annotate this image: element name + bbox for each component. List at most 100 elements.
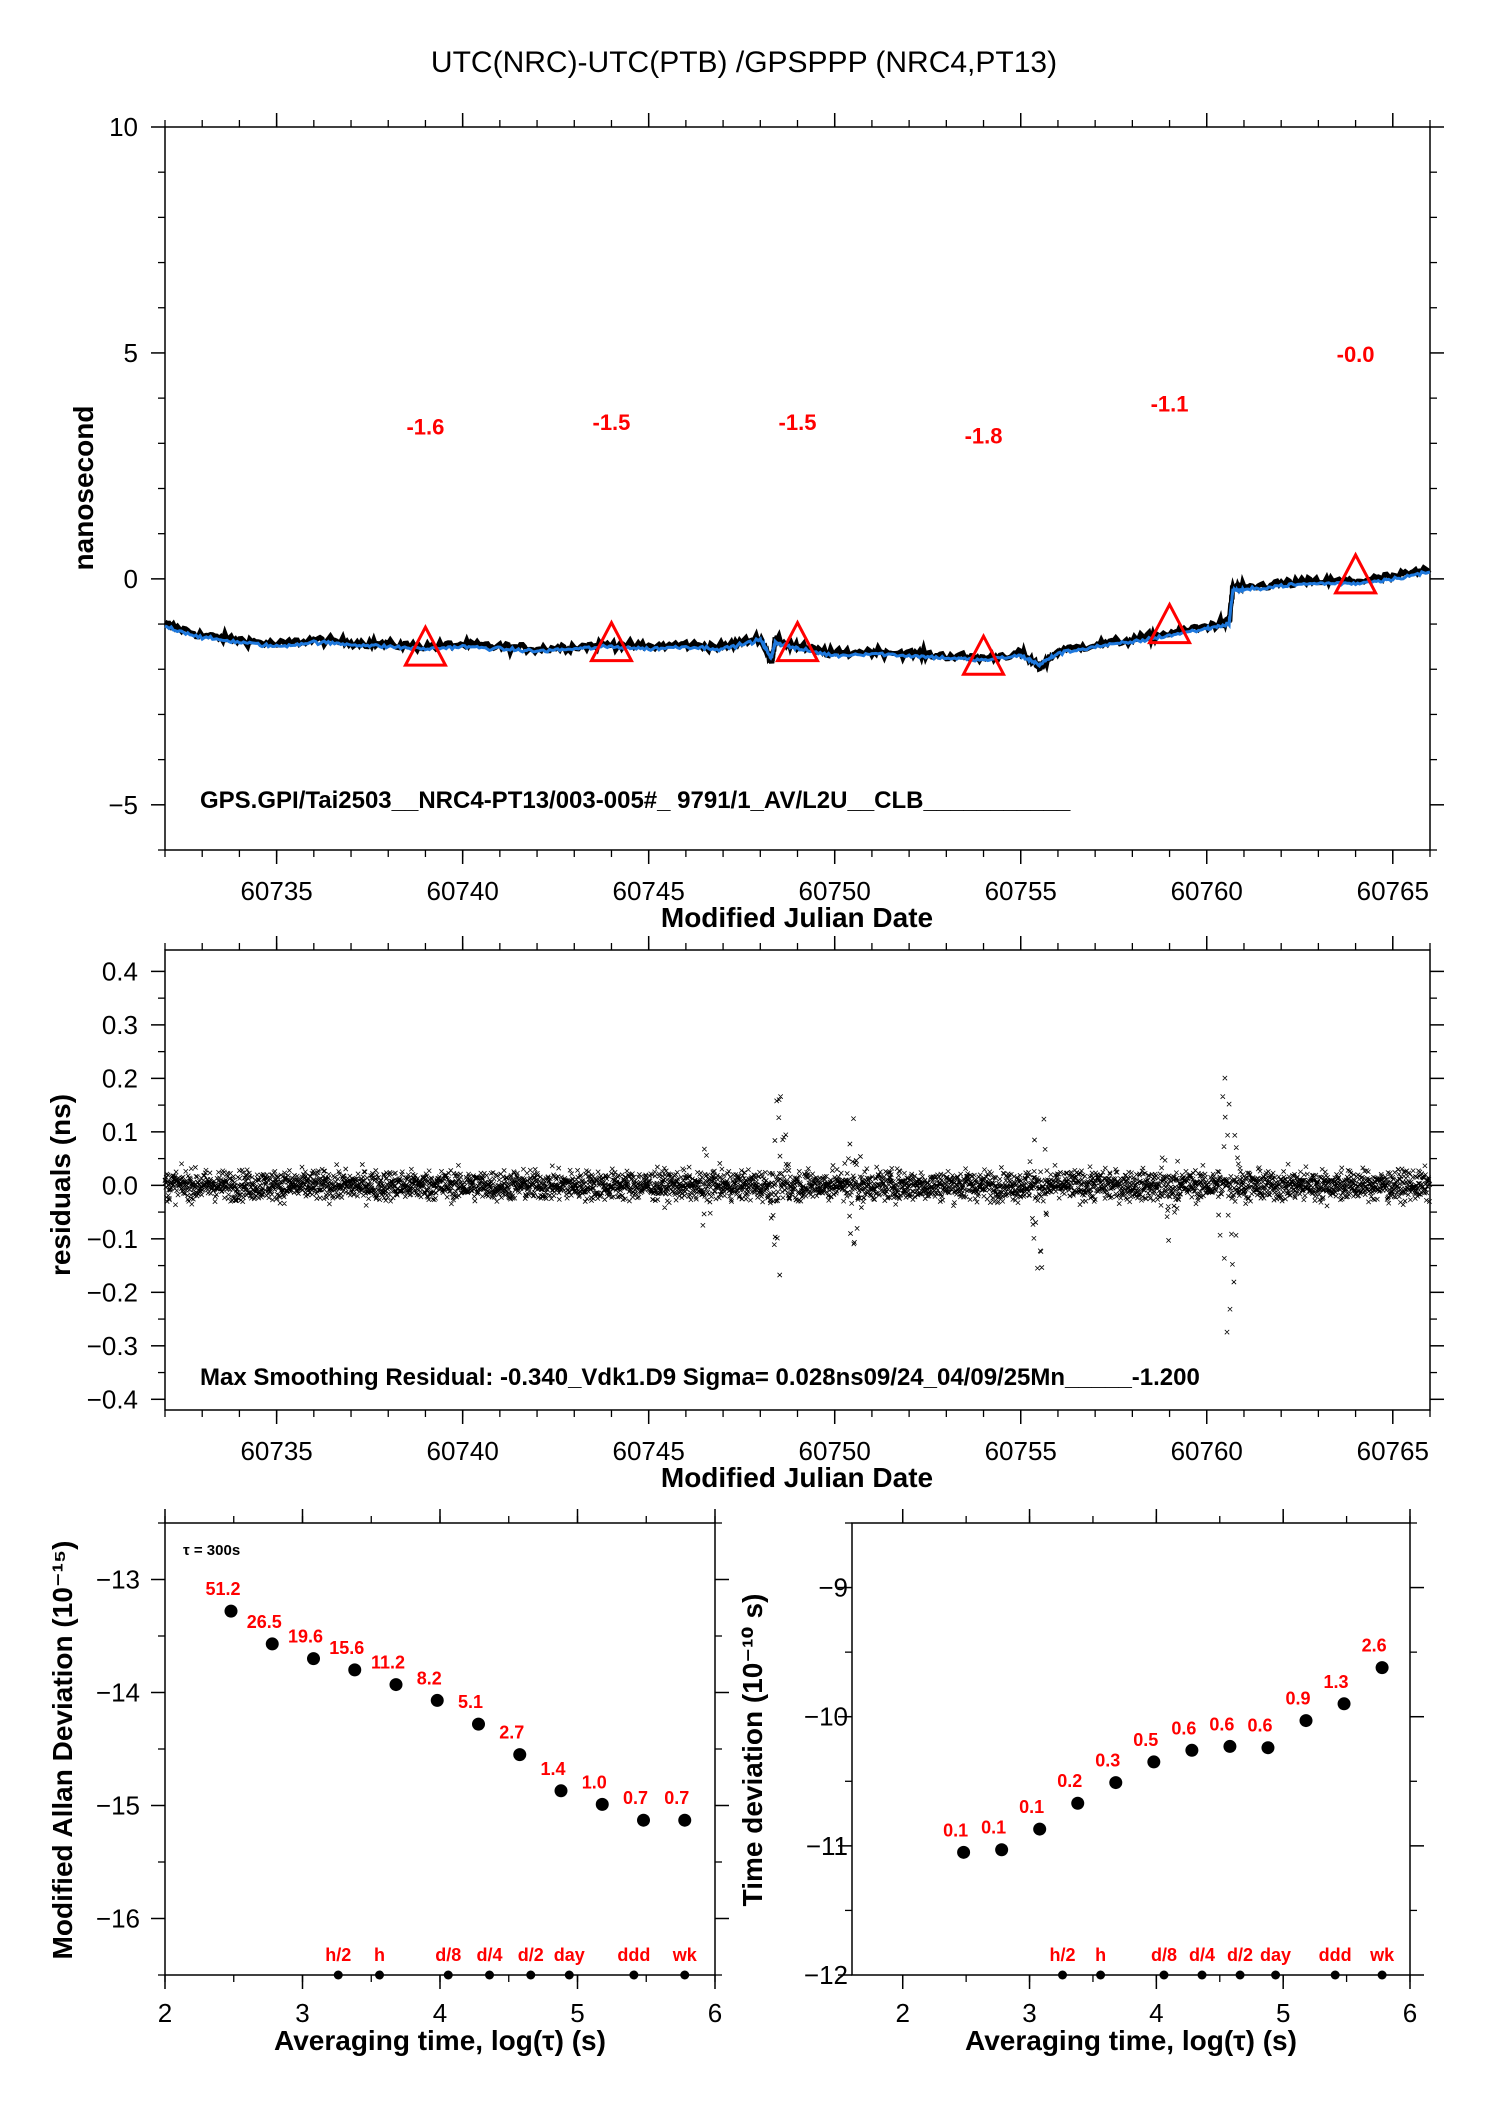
time-deviation-panel: 2 3 4 5 6 −12 −11 −10 −9 Averaging time, log(τ) (… [737, 1509, 1424, 2056]
stability-point [472, 1717, 485, 1731]
point-value-label: 0.3 [1095, 1751, 1120, 1771]
stability-point [1223, 1739, 1237, 1753]
stability-point [957, 1845, 971, 1859]
point-value-label: 1.3 [1324, 1672, 1349, 1692]
y-tick-label: 0.3 [102, 1010, 138, 1040]
stability-point [554, 1784, 568, 1798]
stability-point [1261, 1741, 1275, 1755]
x-tick-label: 60745 [613, 1436, 685, 1466]
point-value-label: 0.7 [623, 1788, 648, 1808]
x-tick-label: 2 [895, 1998, 909, 2028]
x-tick-label: 60765 [1357, 876, 1429, 906]
plot-frame [164, 126, 1431, 851]
stability-point [1375, 1661, 1389, 1675]
time-mark-dot [1058, 1970, 1068, 1980]
y-tick-label: −11 [806, 1831, 848, 1861]
point-value-label: 1.4 [540, 1759, 565, 1779]
point-value-label: 15.6 [329, 1638, 364, 1658]
y-axis-label: Time deviation (10⁻¹⁰ s) [737, 1594, 768, 1907]
point-value-label: 51.2 [205, 1579, 240, 1599]
time-mark-label: d/8 [435, 1945, 461, 1965]
point-value-label: 0.9 [1285, 1689, 1310, 1709]
x-tick-label: 60755 [985, 1436, 1057, 1466]
y-tick-label: −5 [108, 790, 138, 820]
x-tick-label: 60755 [985, 876, 1057, 906]
stability-point [513, 1748, 527, 1762]
tau-note: τ = 300s [183, 1542, 240, 1559]
x-tick-label: 6 [1403, 1998, 1417, 2028]
x-tick-label: 60735 [240, 1436, 312, 1466]
x-axis-label: Modified Julian Date [661, 902, 933, 933]
time-mark-label: d/2 [1227, 1945, 1253, 1965]
marker-value-label: -1.6 [406, 414, 444, 439]
marker-value-label: -1.8 [965, 423, 1003, 448]
x-tick-label: 60740 [426, 876, 498, 906]
residual-points [162, 1075, 1433, 1335]
time-mark-dot [1330, 1970, 1340, 1980]
y-tick-label: −15 [96, 1791, 140, 1821]
point-value-label: 8.2 [417, 1668, 442, 1688]
time-mark-label: day [554, 1945, 585, 1965]
time-mark-dot [629, 1970, 639, 1980]
stability-point [1071, 1796, 1085, 1810]
y-tick-label: 10 [109, 112, 138, 142]
x-tick-label: 60760 [1171, 876, 1243, 906]
y-tick-label: −0.3 [87, 1331, 138, 1361]
x-tick-label: 3 [1022, 1998, 1036, 2028]
time-mark-label: h [374, 1945, 385, 1965]
stability-point [307, 1652, 320, 1666]
time-mark-label: h/2 [1050, 1945, 1076, 1965]
triangle-marker [588, 619, 634, 663]
time-mark-dot [485, 1970, 494, 1980]
x-axis-label: Averaging time, log(τ) (s) [965, 2025, 1297, 2056]
x-tick-label: 3 [295, 1998, 309, 2028]
stability-point [430, 1693, 444, 1707]
y-tick-label: 0 [124, 564, 138, 594]
x-tick-label: 60745 [613, 876, 685, 906]
data-series-line [164, 570, 1431, 669]
x-tick-label: 60750 [799, 876, 871, 906]
time-mark-label: h [1095, 1945, 1106, 1965]
point-value-label: 5.1 [458, 1692, 483, 1712]
data-series-line [163, 564, 1432, 674]
point-value-label: 0.5 [1133, 1730, 1158, 1750]
point-value-label: 0.1 [943, 1820, 968, 1840]
x-tick-label: 5 [1276, 1998, 1290, 2028]
y-tick-label: 0.0 [102, 1170, 138, 1200]
time-mark-label: d/4 [476, 1945, 502, 1965]
y-tick-label: 5 [124, 338, 138, 368]
y-tick-label: 0.1 [102, 1117, 138, 1147]
time-mark-label: d/8 [1151, 1945, 1177, 1965]
triangle-marker [961, 632, 1007, 676]
stability-point [265, 1637, 279, 1651]
stability-point [1109, 1776, 1123, 1790]
time-mark-label: wk [1369, 1945, 1395, 1965]
time-mark-dot [526, 1970, 536, 1980]
allan-deviation-panel: 2 3 4 5 6 −16 −15 −14 −13 Averaging time, log(τ) … [47, 1509, 729, 2056]
time-mark-dot [1096, 1970, 1106, 1980]
stability-point [678, 1813, 692, 1827]
point-value-label: 0.6 [1247, 1716, 1272, 1736]
time-mark-label: d/4 [1189, 1945, 1215, 1965]
y-tick-label: −16 [96, 1904, 140, 1934]
chart-title: UTC(NRC)-UTC(PTB) /GPSPPP (NRC4,PT13) [431, 46, 1057, 79]
x-tick-label: 4 [1149, 1998, 1163, 2028]
time-mark-dot [443, 1970, 453, 1980]
time-mark-dot [333, 1970, 343, 1980]
stability-point [637, 1813, 650, 1827]
stability-point [1337, 1697, 1351, 1711]
x-tick-label: 60760 [1171, 1436, 1243, 1466]
y-axis-label: nanosecond [68, 406, 99, 571]
marker-value-label: -0.0 [1337, 342, 1375, 367]
y-tick-label: −9 [818, 1573, 848, 1603]
y-tick-label: −0.2 [87, 1277, 138, 1307]
marker-value-label: -1.5 [593, 410, 631, 435]
time-mark-label: ddd [1319, 1945, 1352, 1965]
x-tick-label: 4 [433, 1998, 447, 2028]
time-mark-dot [1377, 1970, 1387, 1980]
x-axis-label: Modified Julian Date [661, 1462, 933, 1493]
time-mark-label: day [1260, 1945, 1291, 1965]
x-axis-label: Averaging time, log(τ) (s) [274, 2025, 606, 2056]
point-value-label: 0.2 [1057, 1771, 1082, 1791]
stability-point [595, 1797, 609, 1811]
